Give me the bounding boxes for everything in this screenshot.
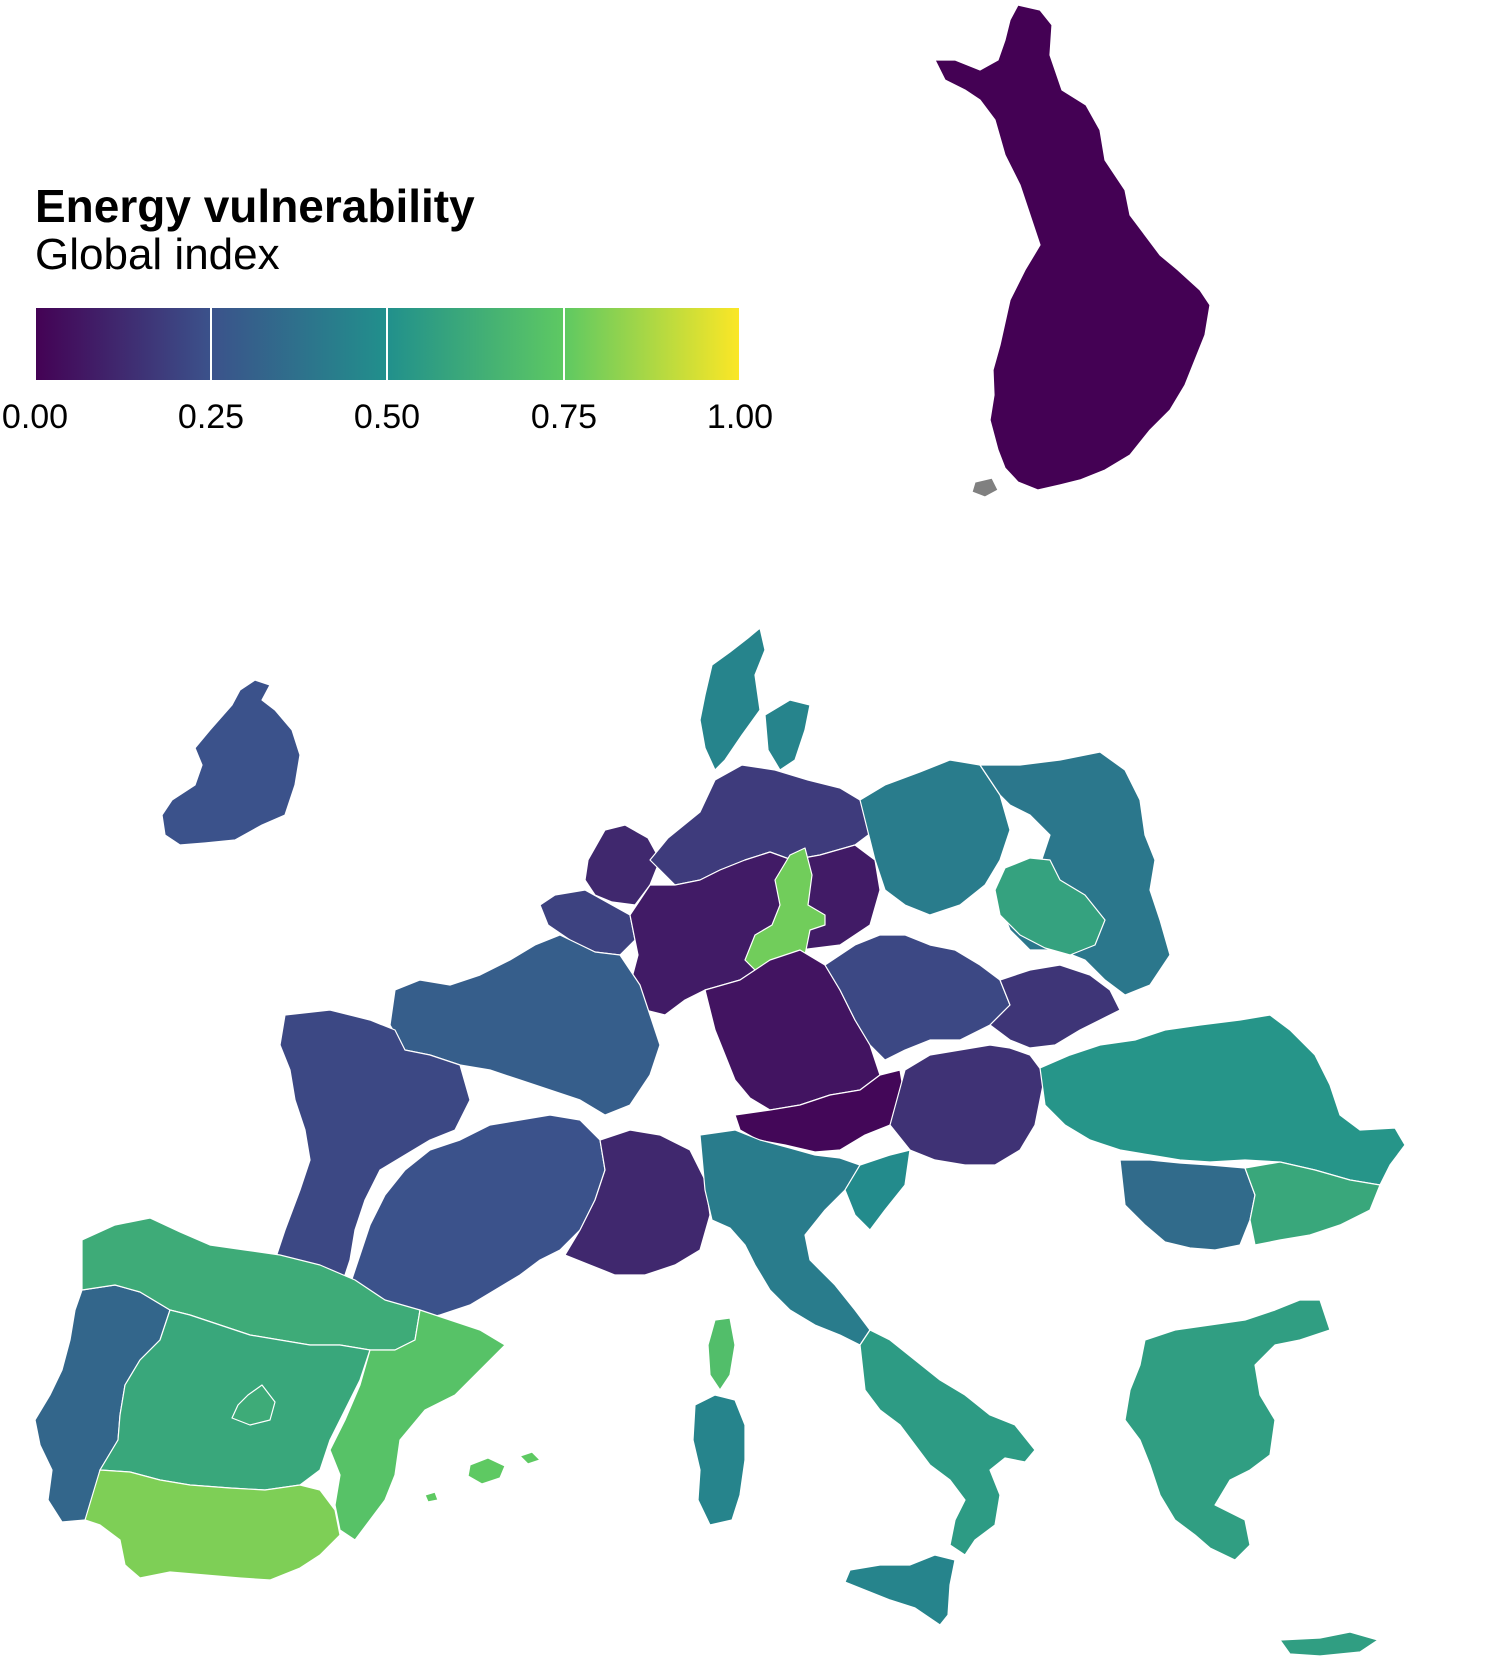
region-hungary	[889, 1044, 1046, 1166]
region-denmark-jutland	[699, 627, 766, 771]
region-bulgaria-west	[1119, 1159, 1256, 1251]
region-corsica	[707, 1317, 736, 1391]
region-madrid	[231, 1384, 276, 1426]
region-spain-south	[84, 1469, 341, 1581]
region-sicily	[844, 1554, 956, 1626]
colorbar	[34, 308, 741, 380]
region-aland	[971, 477, 999, 498]
region-italy-north	[699, 1129, 871, 1346]
region-greece	[1124, 1299, 1331, 1561]
colorbar-tick	[34, 308, 36, 380]
region-ireland	[161, 679, 301, 846]
region-balearic-islands-2	[519, 1451, 541, 1465]
region-poland-central-highlight	[994, 857, 1106, 956]
tick-label: 1.00	[706, 398, 774, 436]
tick-label: 0.25	[177, 398, 245, 436]
region-romania	[1039, 1014, 1406, 1186]
region-sardinia	[692, 1394, 746, 1526]
region-balearic-islands-3	[424, 1491, 439, 1503]
region-denmark-islands	[764, 699, 811, 771]
tick-label: 0.75	[530, 398, 598, 436]
tick-label: 0.00	[1, 398, 69, 436]
colorbar-tick	[563, 308, 565, 380]
region-poland-west	[859, 759, 1011, 916]
colorbar-tick	[210, 308, 212, 380]
colorbar-tick	[739, 308, 741, 380]
region-crete	[1279, 1631, 1379, 1657]
region-balearic-islands	[467, 1457, 506, 1485]
legend-title: Energy vulnerability	[35, 180, 475, 232]
region-finland	[934, 4, 1211, 491]
region-slovakia	[989, 964, 1121, 1049]
region-italy-south	[859, 1329, 1036, 1556]
legend: Energy vulnerability Global index 0.00 0…	[0, 180, 800, 440]
region-bulgaria-east	[1244, 1161, 1381, 1246]
region-spain-east	[329, 1309, 506, 1541]
region-france-west	[274, 1009, 471, 1341]
region-germany-central	[629, 844, 881, 1016]
region-netherlands	[584, 824, 661, 906]
tick-label: 0.50	[353, 398, 421, 436]
region-slovenia-croatia	[844, 1149, 911, 1231]
region-france-southeast	[564, 1129, 711, 1276]
colorbar-tick	[386, 308, 388, 380]
legend-subtitle: Global index	[35, 230, 280, 279]
